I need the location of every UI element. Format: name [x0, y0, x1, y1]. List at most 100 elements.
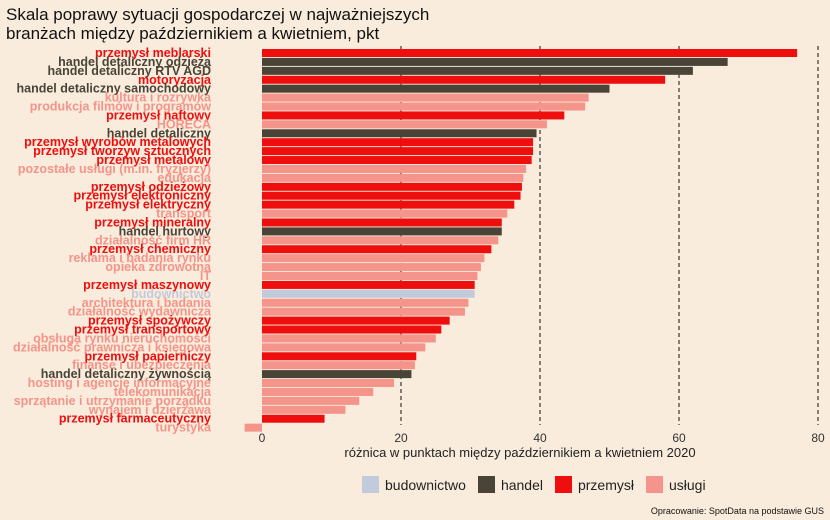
bar-6: [262, 93, 589, 102]
category-label-19: transport: [156, 207, 212, 221]
bar-18: [262, 200, 515, 209]
category-label-26: IT: [200, 269, 211, 283]
legend-swatch-budownictwo: [362, 476, 379, 493]
x-tick-label-60: 60: [672, 431, 686, 445]
bar-5: [262, 84, 610, 93]
bar-33: [262, 334, 436, 343]
category-label-24: reklama i badania rynku: [69, 251, 211, 265]
bar-29: [262, 298, 469, 307]
category-label-5: handel detaliczny samochodowy: [17, 82, 212, 96]
legend-item-budownictwo: budownictwo: [362, 476, 466, 493]
bar-28: [262, 289, 475, 298]
category-label-25: opieka zdrowotna: [105, 260, 212, 274]
x-tick-label-80: 80: [811, 431, 825, 445]
category-label-22: działalność firm HR: [95, 233, 211, 247]
bar-3: [262, 66, 693, 75]
category-label-42: przemysł farmaceutyczny: [59, 412, 211, 426]
legend: budownictwo handel przemysł usługi: [362, 476, 718, 493]
bar-24: [262, 254, 485, 263]
bar-21: [262, 227, 502, 236]
category-label-9: HORECA: [157, 117, 211, 131]
bar-36: [262, 361, 415, 370]
bar-10: [262, 129, 537, 138]
bar-26: [262, 272, 478, 280]
x-tick-labels: 0 20 40 60 80: [259, 431, 825, 445]
legend-item-przemysl: przemysł: [554, 476, 634, 493]
bar-30: [262, 307, 465, 316]
bar-43: [244, 423, 262, 432]
bar-13: [262, 156, 532, 165]
bar-32: [262, 325, 442, 334]
category-label-10: handel detaliczny: [107, 126, 211, 140]
category-label-8: przemysł naftowy: [106, 108, 211, 122]
category-label-18: przemysł elektryczny: [85, 198, 211, 212]
bar-39: [262, 387, 374, 396]
bar-42: [262, 414, 325, 423]
category-label-32: przemysł transportowy: [74, 323, 211, 337]
bar-11: [262, 138, 534, 147]
bar-34: [262, 343, 426, 352]
legend-label-przemysl: przemysł: [577, 476, 634, 493]
legend-label-budownictwo: budownictwo: [385, 476, 466, 493]
category-label-15: edukacja: [157, 171, 212, 185]
bar-16: [262, 182, 522, 191]
category-label-38: hosting i agencje informacyjne: [28, 376, 211, 390]
category-label-17: przemysł elektroniczny: [73, 189, 211, 203]
bar-8: [262, 111, 565, 120]
category-label-2: handel detaliczny odzieżą: [58, 55, 212, 69]
x-tick-label-40: 40: [533, 431, 547, 445]
legend-label-uslugi: usługi: [669, 476, 706, 493]
bar-41: [262, 405, 346, 414]
bars-group: [244, 49, 798, 432]
category-label-35: przemysł papierniczy: [85, 349, 211, 363]
category-label-28: budownictwo: [131, 287, 211, 301]
category-label-11: przemysł wyrobów metalowych: [24, 135, 211, 149]
category-label-27: przemysł maszynowy: [83, 278, 211, 292]
x-axis-title: różnica w punktach między październikiem…: [344, 445, 695, 460]
source-note: Opracowanie: SpotData na podstawie GUS: [650, 506, 824, 516]
bar-19: [262, 209, 508, 218]
bar-7: [262, 102, 586, 111]
category-label-3: handel detaliczny RTV AGD: [48, 64, 211, 78]
legend-swatch-przemysl: [554, 476, 572, 493]
bar-12: [262, 147, 534, 156]
bar-17: [262, 191, 521, 200]
category-label-41: wynajem i dzierżawa: [88, 403, 212, 417]
chart-title-line-1: Skala poprawy sytuacji gospodarczej w na…: [6, 5, 430, 24]
category-label-33: obsługa rynku nieruchomości: [33, 331, 211, 345]
category-label-23: przemysł chemiczny: [89, 242, 211, 256]
bar-2: [262, 57, 728, 66]
legend-swatch-uslugi: [646, 476, 663, 493]
category-label-40: sprzątanie i utrzymanie porządku: [14, 394, 211, 408]
legend-swatch-handel: [477, 476, 495, 493]
category-label-31: przemysł spożywczy: [88, 314, 211, 328]
bar-38: [262, 379, 395, 388]
category-label-1: przemysł meblarski: [95, 46, 211, 60]
chart-title-line-2: branżach między październikiem a kwietni…: [6, 24, 380, 43]
bar-9: [262, 120, 547, 129]
category-label-21: handel hurtowy: [119, 224, 211, 238]
chart-title: Skala poprawy sytuacji gospodarczej w na…: [6, 5, 429, 43]
category-label-34: działalność prawnicza i księgowa: [13, 340, 212, 354]
bar-27: [262, 280, 475, 289]
category-label-12: przemysł tworzyw sztucznych: [33, 144, 211, 158]
category-label-39: telekomunikacja: [114, 385, 212, 399]
bar-20: [262, 218, 502, 227]
bar-31: [262, 316, 450, 325]
category-label-7: produkcja filmów i programów: [30, 100, 212, 114]
bar-40: [262, 396, 360, 405]
x-tick-label-0: 0: [259, 431, 266, 445]
bar-23: [262, 245, 492, 254]
legend-item-uslugi: usługi: [646, 476, 706, 493]
bar-14: [262, 164, 527, 173]
bar-35: [262, 352, 417, 361]
category-label-20: przemysł mineralny: [94, 215, 211, 229]
legend-item-handel: handel: [477, 476, 543, 493]
category-label-4: motoryzacja: [138, 73, 212, 87]
bar-1: [262, 49, 798, 57]
category-label-36: finanse i ubezpieczenia: [72, 358, 212, 372]
bar-25: [262, 263, 481, 272]
category-label-37: handel detaliczny żywnością: [41, 367, 212, 381]
